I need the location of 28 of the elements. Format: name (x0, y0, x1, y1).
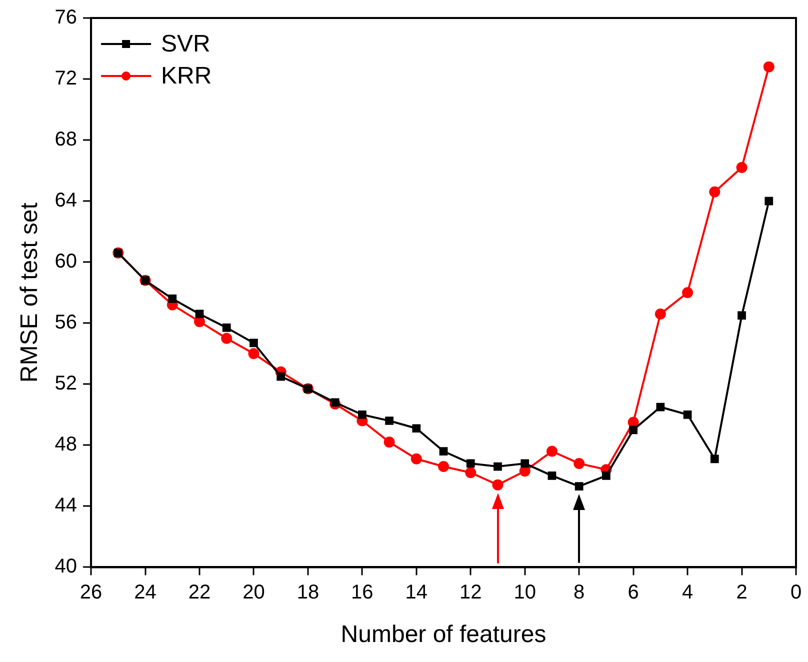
legend-label: KRR (161, 62, 212, 90)
x-tick-label: 20 (242, 582, 265, 604)
y-tick-label: 48 (54, 434, 78, 456)
x-tick-label: 12 (460, 582, 482, 604)
x-tick-label: 18 (296, 582, 320, 604)
x-tick-label: 26 (80, 582, 102, 604)
y-tick-label: 60 (54, 250, 78, 273)
y-axis-title: RMSE of test set (16, 202, 44, 383)
x-axis-title: Number of features (340, 621, 546, 648)
x-tick-label: 0 (790, 582, 802, 604)
x-tick-label: 22 (188, 582, 211, 604)
x-tick-label: 8 (574, 582, 585, 604)
y-tick-label: 40 (54, 556, 78, 578)
y-tick-label: 64 (54, 190, 78, 212)
x-tick-label: 24 (134, 582, 156, 604)
x-tick-label: 4 (682, 582, 694, 604)
x-tick-label: 10 (514, 582, 536, 604)
y-tick-label: 76 (54, 6, 78, 29)
y-tick-label: 56 (54, 312, 78, 334)
y-tick-label: 72 (54, 68, 78, 90)
y-tick-label: 68 (54, 128, 78, 151)
x-tick-label: 6 (628, 582, 639, 604)
y-tick-label: 44 (54, 494, 78, 517)
y-tick-label: 52 (54, 372, 78, 395)
legend-label: SVR (161, 30, 210, 58)
x-tick-label: 14 (405, 582, 428, 604)
x-tick-label: 2 (736, 582, 748, 604)
x-tick-label: 16 (351, 582, 374, 604)
